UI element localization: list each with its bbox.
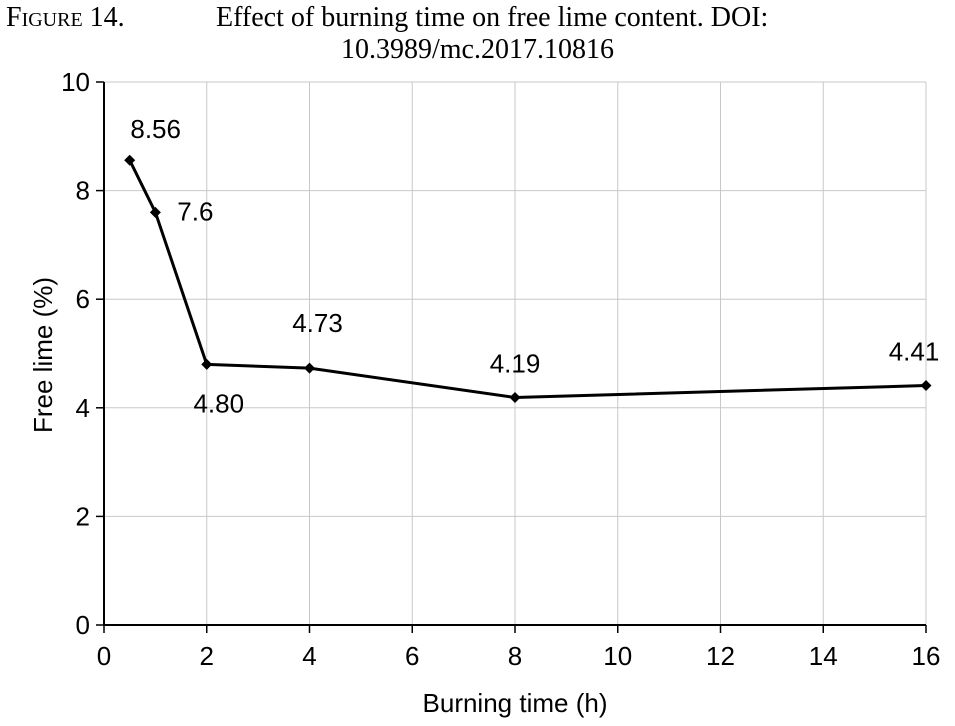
series-line: [128, 159, 927, 399]
data-label: 4.73: [292, 308, 343, 338]
x-tick-label: 2: [200, 641, 214, 671]
x-tick-label: 10: [603, 641, 632, 671]
caption-text-line1: Effect of burning time on free lime cont…: [216, 2, 769, 33]
data-label: 4.19: [490, 348, 541, 378]
y-tick-label: 0: [76, 610, 90, 640]
y-tick-label: 8: [76, 176, 90, 206]
series-group: [124, 154, 932, 403]
x-tick-label: 4: [302, 641, 316, 671]
x-tick-label: 0: [97, 641, 111, 671]
data-label: 4.41: [889, 337, 940, 367]
data-point-marker: [149, 206, 161, 218]
y-axis-label: Free lime (%): [28, 277, 58, 433]
x-tick-label: 6: [405, 641, 419, 671]
y-tick-label: 10: [61, 67, 90, 97]
data-point-marker: [201, 358, 213, 370]
caption-text-line2: 10.3989/mc.2017.10816: [341, 34, 614, 65]
x-tick-label: 16: [912, 641, 941, 671]
y-tick-label: 4: [76, 393, 90, 423]
data-point-marker: [124, 154, 136, 166]
data-point-marker: [920, 380, 932, 392]
y-tick-label: 2: [76, 501, 90, 531]
data-point-marker: [304, 362, 315, 374]
x-tick-label: 14: [809, 641, 838, 671]
grid-lines: [104, 81, 927, 625]
data-labels: 8.56 7.6 4.80 4.73 4.19 4.41: [130, 114, 939, 418]
data-label: 4.80: [193, 388, 244, 418]
x-tick-labels: 0 2 4 6 8 10 12 14 16: [97, 641, 941, 671]
data-label: 7.6: [177, 196, 213, 226]
y-tick-labels: 0 2 4 6 8 10: [61, 67, 90, 640]
data-point-marker: [509, 391, 521, 403]
x-tick-label: 12: [706, 641, 735, 671]
data-label: 8.56: [130, 114, 181, 144]
x-axis-label: Burning time (h): [423, 688, 608, 718]
y-tick-label: 6: [76, 284, 90, 314]
x-tick-label: 8: [508, 641, 522, 671]
axes: [96, 81, 927, 633]
figure-label: Figure 14.: [6, 2, 125, 33]
